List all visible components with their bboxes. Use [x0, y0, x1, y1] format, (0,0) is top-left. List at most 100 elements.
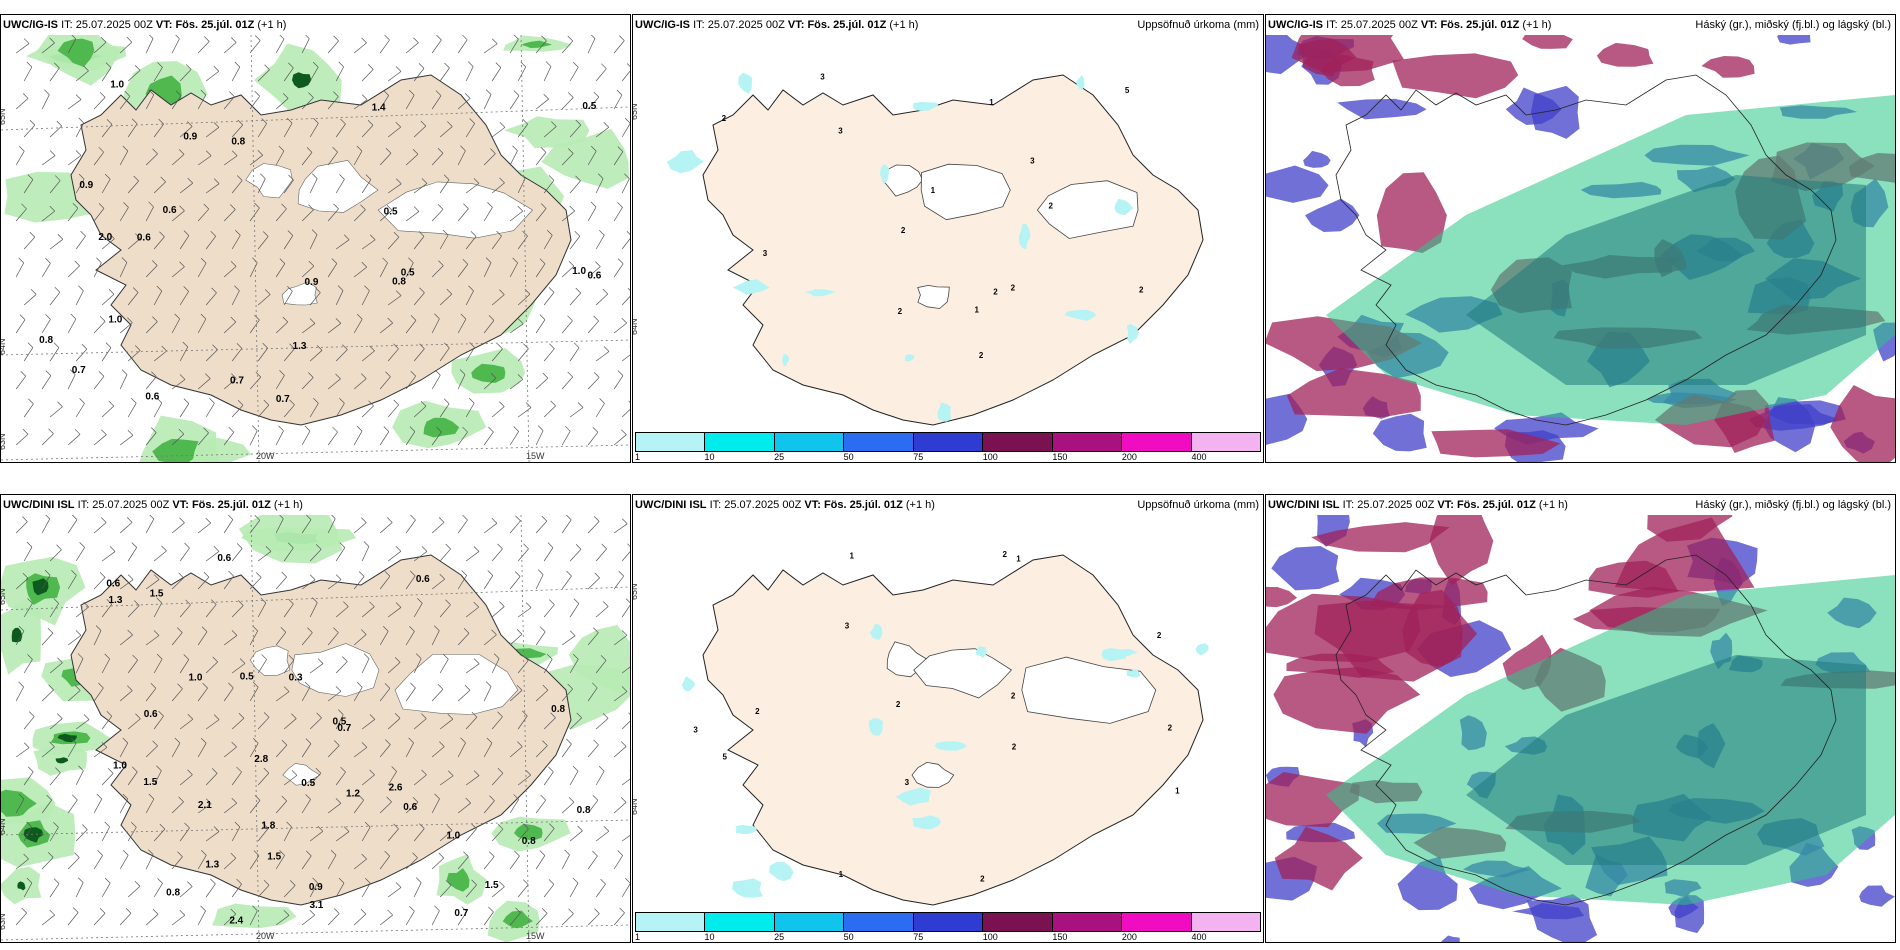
- wind-barb-flag: [289, 399, 295, 406]
- wind-barb-staff: [509, 912, 521, 926]
- wind-barb-flag: [395, 546, 402, 552]
- wind-barb-staff: [561, 688, 573, 702]
- lat-lon-grid: [1, 35, 630, 462]
- wind-barb-flag: [517, 318, 524, 325]
- wind-barb-staff: [171, 266, 185, 278]
- wind-barb-staff: [249, 687, 259, 702]
- panel-header: UWC/IG-IS IT: 25.07.2025 00Z VT: Fös. 25…: [633, 15, 1263, 35]
- wind-barb-staff: [23, 716, 35, 730]
- wind-barb-flag: [621, 686, 628, 692]
- wind-barb-staff: [543, 126, 557, 138]
- wind-barb-flag: [312, 597, 318, 603]
- wind-barb-flag: [592, 795, 599, 801]
- wind-barb-staff: [101, 551, 116, 562]
- wind-barb-flag: [185, 599, 191, 606]
- wind-barb-flag: [331, 515, 336, 519]
- wind-barb-flag: [513, 35, 519, 40]
- wind-barb-staff: [613, 691, 628, 702]
- wind-barb-flag: [99, 316, 106, 322]
- wind-barb-staff: [93, 687, 104, 702]
- wind-barb-staff: [275, 38, 285, 54]
- wind-barb-flag: [252, 257, 258, 263]
- wind-barb-staff: [49, 772, 61, 786]
- wind-barb-staff: [569, 770, 579, 786]
- wind-barb-flag: [567, 315, 573, 322]
- wind-barb-flag: [312, 61, 319, 68]
- wind-barb-flag: [488, 315, 495, 321]
- wind-barb-staff: [153, 828, 166, 842]
- wind-barb-staff: [543, 405, 556, 418]
- wind-barb-staff: [535, 40, 547, 54]
- it-label: IT:: [61, 19, 73, 31]
- precip-value-label: 3: [820, 73, 825, 82]
- wind-barb-staff: [67, 799, 78, 814]
- precip-value-label: 0.5: [582, 101, 596, 112]
- wind-barb-flag: [361, 853, 367, 860]
- wind-barb-flag: [98, 682, 104, 689]
- wind-barb-staff: [569, 180, 581, 194]
- wind-barb-staff: [257, 69, 270, 82]
- wind-barb-staff: [465, 183, 480, 194]
- wind-barb-flag: [210, 599, 217, 605]
- wind-barb-flag: [499, 177, 505, 184]
- wind-barb-staff: [535, 263, 546, 278]
- cloud-cover-map: [1266, 35, 1895, 462]
- wind-barb-flag: [75, 685, 81, 691]
- wind-barb-flag: [497, 823, 504, 830]
- wind-barb-staff: [595, 548, 607, 562]
- wind-barb-staff: [595, 68, 607, 82]
- wind-barb-staff: [171, 801, 184, 814]
- wind-barb-staff: [465, 290, 474, 306]
- wind-barb-flag: [49, 909, 55, 916]
- wind-barb-staff: [379, 431, 390, 446]
- wind-barb-staff: [535, 98, 549, 110]
- wind-barb-flag: [568, 908, 574, 915]
- wind-barb-staff: [41, 574, 51, 590]
- precip-area: [1018, 223, 1031, 250]
- wind-barb-staff: [101, 67, 112, 82]
- valid-time: Fös. 25.júl. 01Z: [191, 499, 271, 511]
- wind-barb-staff: [197, 742, 207, 758]
- wind-barb-flag: [384, 850, 390, 857]
- precip-value-label: 0.3: [289, 673, 303, 684]
- wind-barb-flag: [490, 148, 496, 154]
- colorbar-tick-label: 150: [1052, 452, 1068, 462]
- wind-barb-flag: [200, 89, 207, 96]
- wind-barb-flag: [496, 230, 502, 237]
- wind-barb-staff: [621, 883, 630, 898]
- wind-barb-staff: [309, 123, 319, 138]
- colorbar-swatch: [705, 433, 775, 451]
- wind-barb-flag: [317, 658, 324, 664]
- wind-barb-staff: [379, 262, 388, 278]
- axis-label: 64N: [633, 798, 639, 815]
- wind-barb-flag: [121, 369, 128, 375]
- wind-barb-staff: [283, 826, 292, 842]
- wind-barb-staff: [361, 405, 374, 418]
- wind-barb-staff: [205, 719, 220, 730]
- precip-value-label: 0.9: [183, 132, 197, 143]
- wind-barb-flag: [420, 400, 427, 407]
- wind-barb-staff: [301, 430, 311, 446]
- wind-barb-staff: [457, 98, 471, 110]
- colorbar: [635, 432, 1261, 452]
- wind-barb-flag: [573, 653, 579, 660]
- wind-barb-flag: [393, 399, 399, 406]
- wind-barb-staff: [171, 914, 186, 926]
- wind-barb-flag: [548, 175, 555, 181]
- wind-barb-staff: [257, 602, 267, 618]
- wind-barb-flag: [175, 90, 182, 96]
- wind-barb-staff: [613, 375, 624, 390]
- wind-barb-staff: [561, 854, 570, 870]
- wind-barb-flag: [213, 66, 220, 72]
- wind-barb-flag: [227, 515, 234, 520]
- wind-barb-staff: [179, 774, 193, 786]
- precip-area-light: [212, 903, 297, 929]
- wind-barb-staff: [145, 432, 157, 446]
- wind-barb-staff: [23, 771, 34, 786]
- wind-barb-flag: [542, 684, 549, 691]
- wind-barb-flag: [593, 627, 599, 633]
- wind-barb-flag: [358, 794, 364, 801]
- wind-barb-flag: [186, 881, 193, 887]
- wind-barb-staff: [543, 717, 556, 730]
- wind-barb-flag: [537, 425, 544, 431]
